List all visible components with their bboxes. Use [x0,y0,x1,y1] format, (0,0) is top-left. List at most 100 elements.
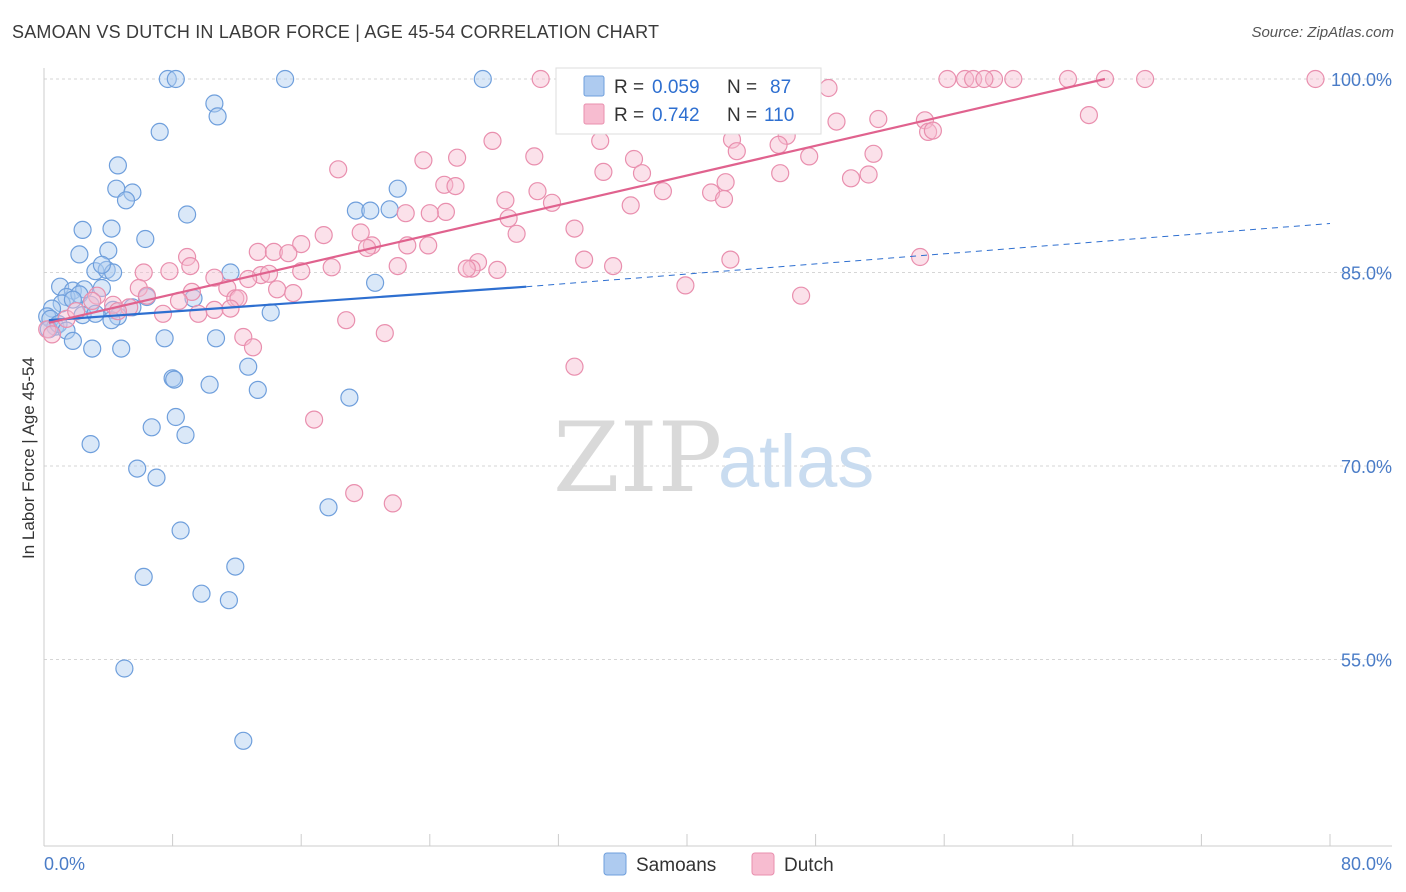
dutch-point [181,257,200,276]
dutch-point [923,121,943,140]
stats-n-value-dutch: 110 [764,105,794,126]
samoan-point [192,584,211,603]
samoan-point [165,370,184,389]
samoan-point [226,557,245,576]
watermark-zip: ZIP [553,402,722,514]
dutch-point [653,182,673,201]
samoan-point [178,205,197,224]
dutch-point [375,324,394,343]
x-tick-label-min: 0.0% [44,854,85,874]
series-legend: Samoans Dutch [603,852,834,876]
dutch-point [800,147,819,166]
stats-n-label-samoan: N = [727,77,757,98]
samoan-point [92,255,112,274]
samoan-point [261,303,280,322]
dutch-point [859,165,878,184]
dutch-point [420,204,439,223]
dutch-point [565,357,584,376]
dutch-point [488,260,507,279]
samoan-point [248,380,267,399]
dutch-point [721,250,740,269]
dutch-point [446,177,465,196]
legend-samoans-swatch [603,852,627,876]
dutch-point [791,286,811,305]
samoan-point [116,191,136,210]
dutch-point [205,268,224,287]
dutch-point [507,224,526,243]
dutch-point [42,325,62,344]
stats-legend: R = 0.059 N = 87 R = 0.742 N = 110 [555,67,822,135]
samoan-point [206,329,226,348]
samoan-point [147,468,166,487]
samoan-point [128,459,147,478]
dutch-point [284,284,303,303]
samoan-point [73,220,92,239]
samoan-point [112,339,131,358]
dutch-point [292,262,311,281]
dutch-point [531,69,550,89]
dutch-point [1058,69,1078,89]
dutch-point [189,304,208,323]
samoan-point [208,107,227,126]
samoan-point [150,122,169,141]
samoan-point [234,731,253,750]
samoan-point [319,498,338,517]
dutch-point [1306,69,1325,89]
stats-n-value-samoan: 87 [770,77,791,98]
dutch-point [984,69,1004,89]
samoan-point [83,339,102,358]
samoan-point [70,245,89,264]
stats-r-label-dutch: R = [614,105,644,126]
dutch-point [248,242,267,261]
dutch-point [632,164,652,183]
dutch-point [591,131,610,150]
dutch-point [396,204,415,223]
dutch-point [351,223,370,242]
dutch-point [383,494,402,513]
dutch-trend-line [48,77,1106,324]
dutch-point [314,226,333,245]
y-axis-labels: 55.0% 70.0% 85.0% 100.0% [1331,70,1392,671]
dutch-point [603,257,623,276]
samoan-point [136,229,155,249]
x-tick-label-max: 80.0% [1341,854,1392,874]
legend-dutch-label: Dutch [784,855,834,876]
samoan-point [115,659,134,678]
trend-lines [48,77,1331,324]
samoan-point [473,69,492,89]
y-tick-label: 85.0% [1341,264,1392,284]
dutch-point [910,247,930,267]
source-label: Source: ZipAtlas.com [1251,24,1394,41]
samoan-point [340,388,359,407]
samoan-point [142,418,161,437]
samoan-points [38,69,492,750]
dutch-point [436,202,455,221]
dutch-point [83,291,102,310]
dutch-point [329,160,348,179]
samoan-trend-line [48,285,527,322]
dutch-point [268,280,287,299]
dutch-point [771,164,790,183]
dutch-point [496,191,515,210]
dutch-point [345,484,364,503]
dutch-point [1095,69,1115,89]
samoan-point [346,201,365,220]
dutch-point [419,236,438,255]
dutch-point [727,142,746,161]
dutch-point [624,149,644,169]
dutch-point [1079,105,1099,125]
samoan-point [366,273,385,292]
stats-r-value-samoan: 0.059 [652,77,700,98]
samoan-point [200,375,219,394]
dutch-point [292,235,311,254]
dutch-point [769,135,788,154]
dutch-point [264,242,283,261]
stats-legend-samoan-swatch [583,75,605,97]
dutch-point [279,244,298,263]
dutch-point [565,219,584,238]
stats-r-label-samoan: R = [614,77,644,98]
legend-dutch-swatch [751,852,775,876]
dutch-point [243,338,263,357]
samoan-point [276,69,295,89]
samoan-point [171,521,190,540]
